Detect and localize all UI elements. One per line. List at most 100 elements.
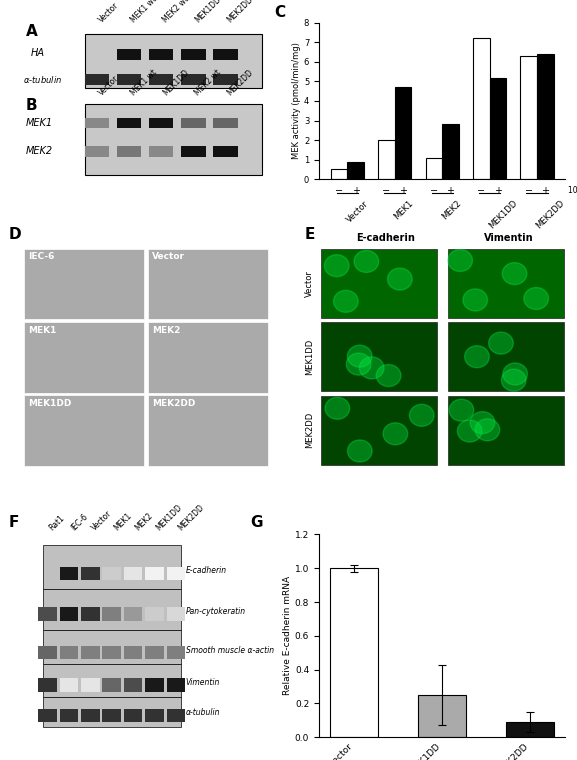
- Circle shape: [448, 249, 473, 271]
- FancyBboxPatch shape: [60, 709, 78, 722]
- Bar: [378, 140, 395, 179]
- Text: E-cadherin: E-cadherin: [356, 233, 415, 243]
- Circle shape: [463, 289, 488, 311]
- FancyBboxPatch shape: [117, 119, 141, 128]
- FancyBboxPatch shape: [167, 709, 185, 722]
- Text: Vector: Vector: [345, 199, 370, 224]
- FancyBboxPatch shape: [60, 646, 78, 659]
- FancyBboxPatch shape: [149, 147, 174, 157]
- FancyBboxPatch shape: [38, 607, 57, 621]
- Text: MEK2: MEK2: [133, 511, 155, 533]
- FancyBboxPatch shape: [124, 567, 143, 580]
- Text: IEC-6: IEC-6: [69, 512, 89, 533]
- Text: Vimentin: Vimentin: [484, 233, 534, 243]
- Bar: [537, 54, 553, 179]
- FancyBboxPatch shape: [167, 679, 185, 692]
- Text: Vector: Vector: [305, 270, 314, 297]
- FancyBboxPatch shape: [145, 709, 164, 722]
- FancyBboxPatch shape: [81, 567, 100, 580]
- Text: MEK1 wt: MEK1 wt: [129, 68, 159, 98]
- Text: F: F: [8, 515, 18, 530]
- Text: +: +: [541, 186, 549, 196]
- FancyBboxPatch shape: [167, 607, 185, 621]
- Bar: [490, 78, 506, 179]
- Circle shape: [324, 255, 349, 277]
- Bar: [426, 157, 442, 179]
- Text: Vector: Vector: [91, 509, 114, 533]
- FancyBboxPatch shape: [213, 147, 238, 157]
- Text: Vector: Vector: [152, 252, 185, 261]
- Text: MEK2DD: MEK2DD: [535, 199, 567, 231]
- Circle shape: [346, 353, 371, 375]
- Text: MEK1: MEK1: [392, 199, 415, 222]
- FancyBboxPatch shape: [181, 49, 205, 60]
- FancyBboxPatch shape: [124, 709, 143, 722]
- Circle shape: [388, 268, 412, 290]
- FancyBboxPatch shape: [81, 709, 100, 722]
- FancyBboxPatch shape: [43, 664, 181, 697]
- Text: MEK2DD: MEK2DD: [225, 0, 255, 24]
- Text: E-cadherin: E-cadherin: [186, 566, 227, 575]
- Circle shape: [449, 399, 474, 421]
- FancyBboxPatch shape: [145, 567, 164, 580]
- Text: MEK1DD: MEK1DD: [28, 399, 72, 408]
- Y-axis label: Relative E-cadherin mRNA: Relative E-cadherin mRNA: [283, 576, 292, 695]
- Text: −: −: [335, 186, 343, 196]
- FancyBboxPatch shape: [321, 249, 437, 318]
- Text: Pan-cytokeratin: Pan-cytokeratin: [186, 607, 246, 616]
- Text: G: G: [250, 515, 263, 530]
- FancyBboxPatch shape: [103, 607, 121, 621]
- Text: MEK2: MEK2: [152, 326, 180, 334]
- Text: A: A: [25, 24, 38, 40]
- Text: E: E: [304, 227, 314, 242]
- FancyBboxPatch shape: [124, 607, 143, 621]
- Bar: [520, 56, 537, 179]
- Text: −: −: [383, 186, 391, 196]
- FancyBboxPatch shape: [103, 709, 121, 722]
- Bar: [395, 87, 411, 179]
- Circle shape: [359, 357, 384, 379]
- Circle shape: [347, 440, 372, 462]
- FancyBboxPatch shape: [85, 147, 110, 157]
- FancyBboxPatch shape: [167, 646, 185, 659]
- FancyBboxPatch shape: [149, 74, 174, 84]
- FancyBboxPatch shape: [81, 646, 100, 659]
- FancyBboxPatch shape: [103, 567, 121, 580]
- Text: Rat1: Rat1: [48, 514, 67, 533]
- Bar: [473, 39, 490, 179]
- FancyBboxPatch shape: [149, 49, 174, 60]
- FancyBboxPatch shape: [38, 646, 57, 659]
- Text: MEK2DD: MEK2DD: [225, 68, 255, 98]
- Text: Vector: Vector: [97, 1, 121, 24]
- Text: Vector: Vector: [97, 74, 121, 98]
- FancyBboxPatch shape: [213, 74, 238, 84]
- Circle shape: [458, 420, 482, 442]
- Text: +: +: [494, 186, 502, 196]
- Circle shape: [410, 404, 434, 426]
- Text: $\alpha$-tubulin: $\alpha$-tubulin: [23, 74, 62, 84]
- Text: MEK1: MEK1: [28, 326, 57, 334]
- FancyBboxPatch shape: [38, 679, 57, 692]
- Text: 10% FI: 10% FI: [568, 186, 577, 195]
- Text: HA: HA: [31, 48, 44, 58]
- FancyBboxPatch shape: [117, 49, 141, 60]
- Text: MEK2: MEK2: [440, 199, 463, 222]
- Circle shape: [334, 290, 358, 312]
- FancyBboxPatch shape: [24, 322, 144, 393]
- FancyBboxPatch shape: [43, 630, 181, 664]
- FancyBboxPatch shape: [117, 74, 141, 84]
- Circle shape: [502, 263, 527, 284]
- Text: IEC-6: IEC-6: [28, 252, 54, 261]
- FancyBboxPatch shape: [103, 679, 121, 692]
- Bar: [442, 125, 459, 179]
- Circle shape: [475, 419, 500, 441]
- FancyBboxPatch shape: [85, 33, 262, 88]
- FancyBboxPatch shape: [181, 74, 205, 84]
- Circle shape: [376, 365, 401, 387]
- FancyBboxPatch shape: [181, 147, 205, 157]
- FancyBboxPatch shape: [148, 249, 268, 319]
- Text: MEK2DD: MEK2DD: [305, 412, 314, 448]
- Text: MEK1: MEK1: [25, 118, 53, 128]
- Circle shape: [470, 412, 495, 434]
- Text: +: +: [351, 186, 359, 196]
